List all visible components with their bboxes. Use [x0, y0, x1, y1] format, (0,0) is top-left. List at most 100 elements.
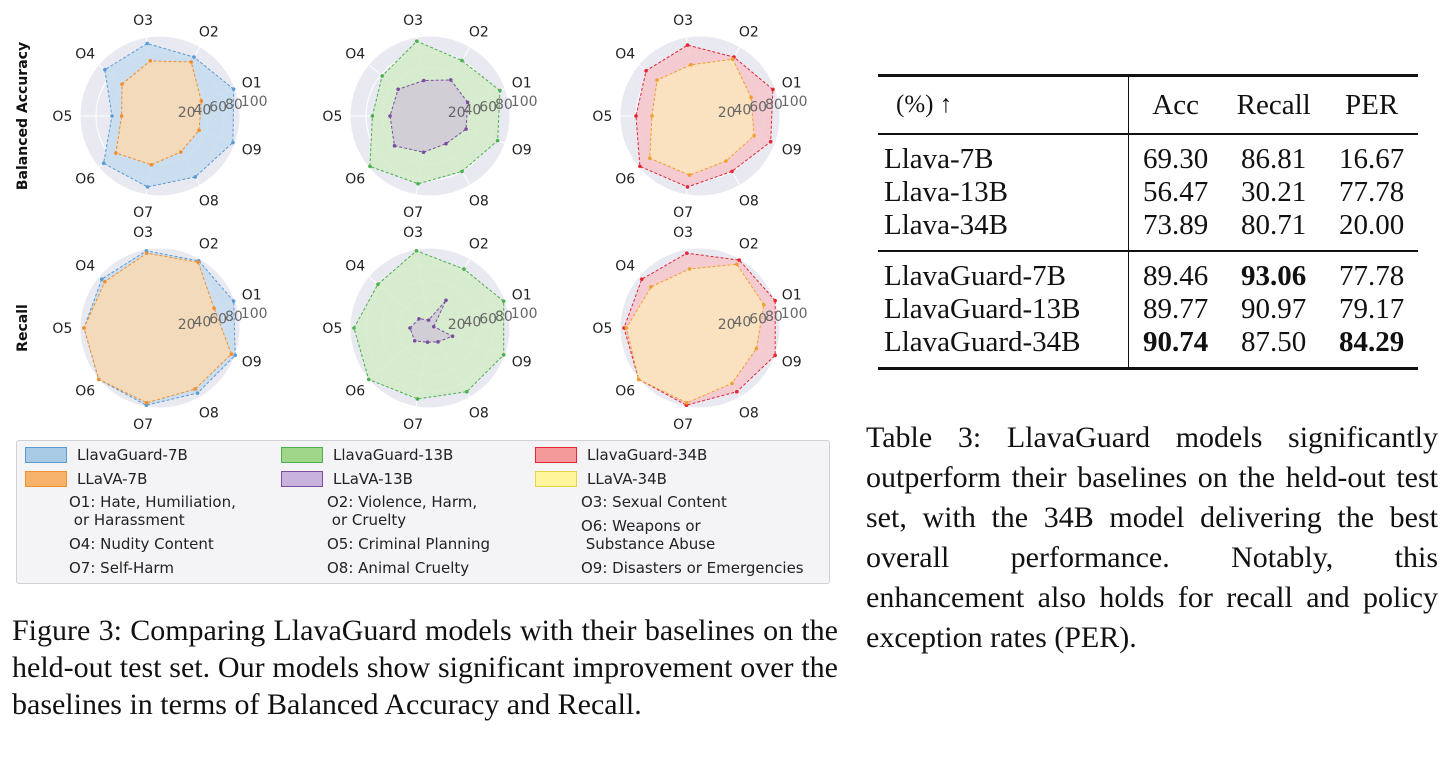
radar-series-area: [389, 79, 469, 153]
radar-data-point: [689, 62, 693, 67]
radar-data-point: [119, 114, 124, 118]
legend-item-llava-7b: LLaVA-7B: [25, 470, 147, 488]
radar-data-point: [193, 387, 197, 391]
table-row: LlavaGuard-7B 89.46 93.06 77.78: [878, 251, 1418, 293]
radar-data-point: [145, 185, 150, 189]
radar-tick-label: 80: [765, 309, 783, 325]
radar-data-point: [145, 251, 149, 255]
radar-category-label: O7: [133, 205, 153, 221]
radar-tick-label: 100: [241, 94, 268, 110]
radar-data-point: [752, 133, 756, 138]
radar-category-label: O4: [615, 46, 635, 62]
radar-data-point: [501, 299, 506, 303]
table-row: Llava-7B 69.30 86.81 16.67: [878, 134, 1418, 176]
radar-data-point: [495, 138, 500, 143]
radar-category-label: O6: [345, 172, 365, 188]
radar-data-point: [444, 141, 448, 146]
table-cell-per: 20.00: [1339, 209, 1405, 241]
legend-item-llava-34b: LLaVA-34B: [535, 470, 667, 488]
legend: LlavaGuard-7B LLaVA-7B LlavaGuard-13B LL…: [16, 440, 830, 584]
radar-category-label: O3: [673, 225, 693, 241]
radar-data-point: [501, 353, 506, 357]
radar-tick-label: 60: [209, 312, 227, 328]
legend-item-llava-13b: LLaVA-13B: [281, 470, 413, 488]
radar-data-point: [685, 43, 690, 47]
radar-data-point: [193, 175, 197, 179]
radar-category-label: O9: [782, 142, 802, 158]
radar-category-label: O1: [512, 288, 532, 304]
row-label-balanced-accuracy: Balanced Accuracy: [15, 41, 31, 191]
row-label-recall: Recall: [15, 304, 31, 352]
radar-tick-label: 100: [241, 306, 268, 322]
radar-data-point: [685, 251, 689, 255]
radar-tick-label: 40: [464, 314, 482, 330]
table-row: LlavaGuard-13B 89.77 90.97 79.17: [878, 293, 1418, 326]
radar-category-label: O6: [615, 384, 635, 400]
legend-label: LLaVA-13B: [333, 470, 413, 488]
radar-category-label: O3: [403, 225, 423, 241]
results-table-container: (%) ↑ Acc Recall PER Llava-7B 69.30 86.8…: [878, 74, 1418, 370]
table-cell-model: LlavaGuard-34B: [878, 326, 1130, 369]
radar-data-point: [415, 397, 420, 401]
legend-category-o1: O1: Hate, Humiliation, or Harassment: [69, 493, 236, 529]
table-cell-acc: 89.46: [1143, 260, 1209, 292]
radar-data-point: [724, 159, 728, 163]
radar-data-point: [415, 39, 419, 43]
radar-category-label: O5: [592, 321, 612, 337]
radar-tick-label: 40: [194, 102, 212, 118]
radar-tick-label: 20: [718, 317, 736, 333]
table-cell-recall: 93.06: [1241, 260, 1307, 292]
table-cell-acc: 73.89: [1143, 209, 1209, 241]
radar-data-point: [368, 164, 372, 169]
radar-data-point: [189, 60, 193, 64]
table-cell-recall: 86.81: [1241, 143, 1307, 175]
radar-tick-label: 60: [479, 312, 497, 328]
radar-tick-label: 60: [479, 100, 497, 116]
legend-category-o6: O6: Weapons or Substance Abuse: [581, 517, 716, 553]
radar-data-point: [730, 169, 734, 174]
radar-data-point: [465, 389, 469, 394]
radar-data-point: [380, 74, 384, 78]
radar-tick-label: 20: [448, 317, 466, 333]
radar-data-point: [148, 59, 153, 63]
radar-category-label: O9: [512, 142, 532, 158]
radar-tick-label: 100: [781, 94, 808, 110]
radar-data-point: [212, 306, 216, 311]
radar-series-area: [649, 58, 755, 176]
radar-series-area: [625, 263, 765, 404]
radar-data-point: [647, 156, 652, 160]
table-cell-model: LlavaGuard-13B: [878, 293, 1130, 326]
radar-data-point: [388, 114, 392, 118]
legend-label: LlavaGuard-13B: [333, 446, 454, 464]
radar-data-point: [425, 340, 430, 344]
table-cell-model: Llava-7B: [878, 134, 1130, 176]
table-cell-per: 16.67: [1339, 143, 1405, 175]
radar-category-label: O1: [242, 288, 262, 304]
legend-category-o9: O9: Disasters or Emergencies: [581, 559, 804, 577]
radar-data-point: [120, 82, 124, 86]
radar-data-point: [110, 114, 114, 118]
legend-label: LlavaGuard-34B: [587, 446, 708, 464]
radar-data-point: [231, 299, 236, 303]
table-cell-acc: 69.30: [1143, 143, 1209, 175]
radar-data-point: [412, 339, 417, 343]
legend-swatch: [281, 471, 323, 487]
radar-data-point: [444, 298, 448, 303]
radar-data-point: [414, 248, 419, 253]
table-cell-acc: 89.77: [1143, 293, 1209, 325]
radar-data-point: [731, 57, 735, 61]
radar-data-point: [195, 391, 200, 395]
radar-tick-label: 100: [511, 94, 538, 110]
legend-category-o3: O3: Sexual Content: [581, 493, 727, 511]
table-header-per: PER: [1345, 88, 1399, 121]
radar-category-label: O5: [592, 109, 612, 125]
radar-data-point: [233, 353, 237, 358]
legend-swatch: [535, 447, 577, 463]
table-cell-acc: 90.74: [1143, 326, 1209, 358]
radar-data-point: [762, 302, 766, 307]
radar-data-point: [352, 326, 356, 330]
radar-data-point: [96, 377, 101, 382]
radar-data-point: [82, 326, 86, 330]
